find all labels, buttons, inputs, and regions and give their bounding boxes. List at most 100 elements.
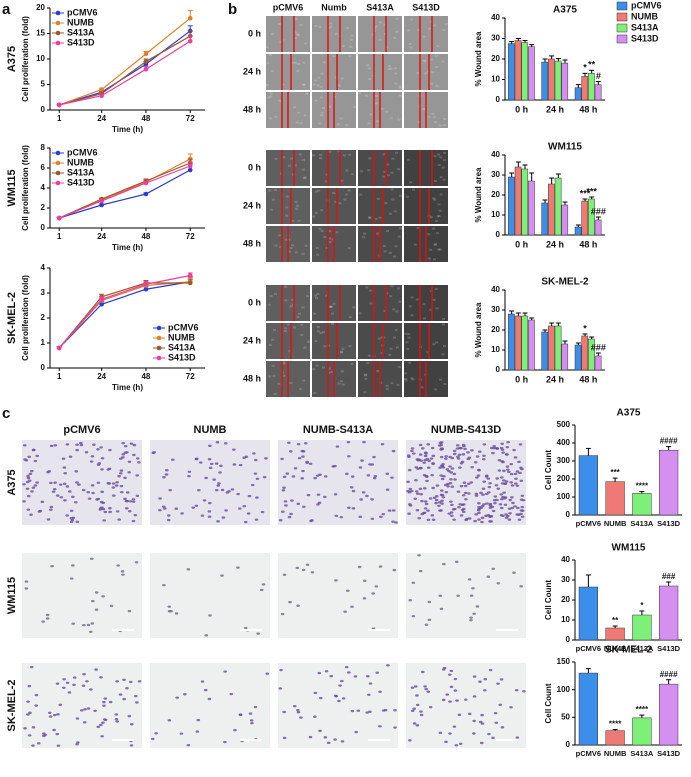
texture: [383, 170, 387, 173]
texture: [388, 212, 392, 215]
cell: [291, 475, 296, 478]
texture: [437, 203, 441, 206]
cell: [282, 573, 287, 576]
texture: [394, 67, 398, 70]
texture: [383, 23, 387, 26]
texture: [328, 367, 332, 370]
cell: [282, 736, 287, 740]
cell: [423, 451, 428, 454]
cell: [24, 587, 29, 590]
cell: [391, 449, 396, 453]
cell: [420, 512, 425, 516]
texture: [433, 121, 437, 124]
cell: [445, 468, 450, 471]
chart-title: WM115: [548, 142, 582, 153]
texture: [323, 236, 327, 239]
bar: [594, 84, 602, 101]
cell: [35, 454, 40, 458]
cell: [313, 476, 317, 480]
cell: [477, 506, 481, 509]
cell: [439, 441, 444, 444]
legend-label: NUMB: [168, 332, 195, 342]
cell: [174, 612, 179, 615]
cell: [264, 457, 268, 460]
legend-label: S413D: [168, 352, 196, 362]
cell: [33, 459, 38, 463]
texture: [377, 337, 381, 340]
cell: [511, 501, 515, 505]
series-line: [58, 281, 191, 349]
micrograph: [358, 16, 402, 52]
cell: [67, 691, 72, 694]
cell: [467, 578, 472, 581]
texture: [268, 343, 272, 346]
micrograph: [404, 285, 448, 321]
cell: [287, 441, 291, 444]
texture: [434, 388, 438, 391]
texture: [410, 18, 414, 21]
cell: [477, 511, 481, 515]
cell: [507, 518, 512, 521]
micrograph: [150, 553, 270, 638]
cell: [296, 604, 300, 607]
cell: [220, 574, 224, 577]
cell: [296, 708, 300, 712]
cell: [335, 445, 340, 448]
cell: [52, 728, 56, 732]
cell: [418, 487, 423, 491]
y-tick-label: 6: [41, 163, 46, 172]
cell: [431, 486, 435, 490]
texture: [390, 382, 394, 385]
texture: [327, 27, 331, 30]
cell: [229, 692, 234, 696]
legend-label: S413D: [67, 177, 95, 187]
texture: [398, 194, 402, 197]
x-tick-label: NUMB: [604, 644, 627, 653]
cell: [308, 735, 313, 739]
cell: [450, 503, 454, 507]
texture: [431, 71, 435, 74]
cell: [439, 509, 443, 512]
cell: [513, 505, 517, 508]
texture: [303, 42, 307, 45]
texture: [407, 333, 411, 336]
texture: [388, 251, 392, 254]
cell: [27, 734, 32, 737]
cell: [326, 741, 331, 745]
texture: [328, 150, 332, 153]
texture: [315, 364, 319, 367]
cell: [440, 447, 445, 451]
significance: ###: [662, 572, 676, 581]
micrograph: [404, 150, 448, 186]
texture: [278, 245, 282, 248]
cell: [380, 442, 385, 446]
cell: [43, 733, 48, 736]
cell: [515, 470, 520, 473]
texture: [269, 208, 273, 211]
cell: [62, 686, 66, 689]
cell: [255, 496, 259, 499]
micrograph: [404, 188, 448, 224]
texture: [398, 85, 402, 88]
cell: [45, 613, 50, 617]
cell: [360, 459, 364, 462]
cell: [459, 484, 464, 488]
bar: [508, 313, 515, 371]
cell: [191, 506, 196, 509]
texture: [273, 329, 277, 332]
cell: [323, 475, 328, 478]
micrograph: [150, 663, 270, 748]
cell: [300, 449, 305, 453]
cell: [447, 512, 452, 515]
cell: [519, 585, 523, 588]
cell: [441, 466, 446, 469]
texture: [424, 72, 428, 75]
cell: [481, 487, 486, 490]
cell: [368, 463, 372, 466]
texture: [395, 31, 399, 34]
point: [99, 87, 104, 92]
texture: [328, 241, 332, 244]
texture: [348, 345, 352, 348]
texture: [364, 374, 368, 377]
cell: [119, 484, 124, 488]
